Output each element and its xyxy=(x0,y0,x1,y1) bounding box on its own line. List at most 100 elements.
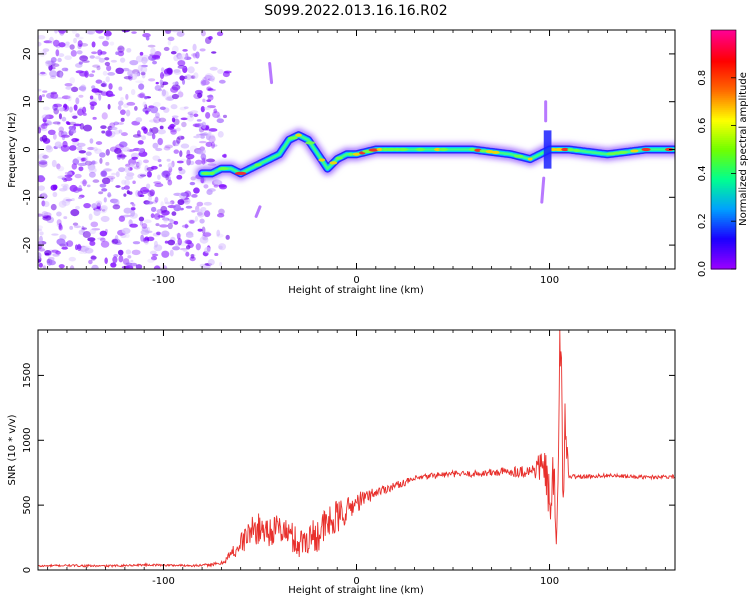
noise-blob xyxy=(173,149,180,154)
colorbar-segment xyxy=(711,191,736,194)
noise-blob xyxy=(63,216,68,220)
noise-blob xyxy=(38,248,46,252)
noise-blob xyxy=(180,207,184,211)
ridge-hotspot xyxy=(415,147,426,152)
noise-blob xyxy=(117,46,125,50)
colorbar-segment xyxy=(711,153,736,157)
noise-blob xyxy=(38,94,43,102)
noise-blob xyxy=(139,172,149,176)
colorbar-segment xyxy=(711,49,736,53)
ridge-hotspot xyxy=(527,157,533,161)
colorbar-segment xyxy=(711,221,736,224)
noise-blob xyxy=(113,129,121,135)
noise-blob xyxy=(180,117,188,121)
noise-blob xyxy=(154,183,164,188)
noise-blob xyxy=(153,116,161,124)
noise-blob xyxy=(76,146,83,151)
noise-blob xyxy=(98,35,105,40)
noise-blob xyxy=(195,149,204,155)
noise-blob xyxy=(195,51,200,59)
noise-blob xyxy=(187,66,195,74)
colorbar-segment xyxy=(711,179,736,182)
noise-blob xyxy=(148,119,158,123)
noise-blob xyxy=(139,221,144,226)
noise-blob xyxy=(77,162,87,167)
noise-blob xyxy=(161,230,170,238)
colorbar-segment xyxy=(711,141,736,145)
colorbar-segment xyxy=(711,31,736,35)
noise-blob xyxy=(189,219,195,224)
noise-blob xyxy=(71,197,75,202)
noise-blob xyxy=(151,133,156,140)
ridge-hotspot xyxy=(305,141,316,145)
noise-blob xyxy=(142,189,151,193)
noise-blob xyxy=(56,238,66,246)
colorbar-segment xyxy=(711,205,736,208)
colorbar-segment xyxy=(711,151,736,155)
noise-blob xyxy=(99,183,107,188)
colorbar-tick-label: 0.4 xyxy=(697,165,708,181)
noise-blob xyxy=(120,97,124,101)
noise-blob xyxy=(56,211,62,217)
noise-blob xyxy=(41,210,49,217)
colorbar-segment xyxy=(711,199,736,202)
noise-blob xyxy=(183,248,188,253)
streak xyxy=(540,176,546,204)
noise-blob xyxy=(156,231,161,236)
noise-blob xyxy=(38,246,42,251)
noise-blob xyxy=(47,129,56,135)
noise-blob xyxy=(75,138,80,142)
noise-blob xyxy=(201,226,206,234)
noise-blob xyxy=(214,252,219,257)
noise-blob xyxy=(159,125,164,130)
noise-blob xyxy=(130,89,136,96)
noise-blob xyxy=(124,166,131,173)
noise-blob xyxy=(199,218,205,224)
noise-blob xyxy=(64,82,73,87)
noise-blob xyxy=(118,215,126,222)
noise-blob xyxy=(199,48,206,52)
spectrogram-ylabel: Frequency (Hz) xyxy=(7,112,18,188)
noise-blob xyxy=(152,60,157,65)
noise-blob xyxy=(43,201,50,208)
noise-blob xyxy=(218,245,223,250)
noise-blob xyxy=(90,221,99,228)
colorbar-segment xyxy=(711,231,736,234)
noise-blob xyxy=(92,146,98,152)
noise-blob xyxy=(92,179,100,183)
noise-blob xyxy=(203,210,211,218)
noise-blob xyxy=(78,61,83,65)
noise-blob xyxy=(57,30,67,34)
noise-blob xyxy=(38,72,48,77)
noise-blob xyxy=(111,238,119,245)
ridge-hotspot xyxy=(329,161,338,165)
colorbar-segment xyxy=(711,55,736,59)
noise-blob xyxy=(73,123,82,127)
colorbar-segment xyxy=(711,75,736,79)
noise-blob xyxy=(113,121,120,126)
noise-blob xyxy=(170,86,179,93)
noise-blob xyxy=(155,81,159,85)
noise-blob xyxy=(105,130,113,137)
noise-blob xyxy=(130,207,136,211)
colorbar-segment xyxy=(711,215,736,218)
noise-blob xyxy=(216,229,221,237)
noise-blob xyxy=(151,253,159,257)
noise-blob xyxy=(50,75,57,80)
noise-blob xyxy=(46,258,53,266)
noise-blob xyxy=(76,156,82,161)
noise-blob xyxy=(101,112,108,120)
noise-blob xyxy=(61,95,71,100)
noise-blob xyxy=(172,246,181,251)
noise-blob xyxy=(38,88,42,92)
noise-blob xyxy=(101,188,108,192)
noise-blob xyxy=(170,104,178,110)
noise-blob xyxy=(144,230,153,234)
noise-blob xyxy=(121,30,131,33)
noise-blob xyxy=(111,172,117,176)
noise-blob xyxy=(38,228,43,232)
page-title: S099.2022.013.16.16.R02 xyxy=(264,3,447,19)
colorbar-segment xyxy=(711,123,736,127)
noise-blob xyxy=(138,83,144,91)
colorbar-segment xyxy=(711,207,736,210)
